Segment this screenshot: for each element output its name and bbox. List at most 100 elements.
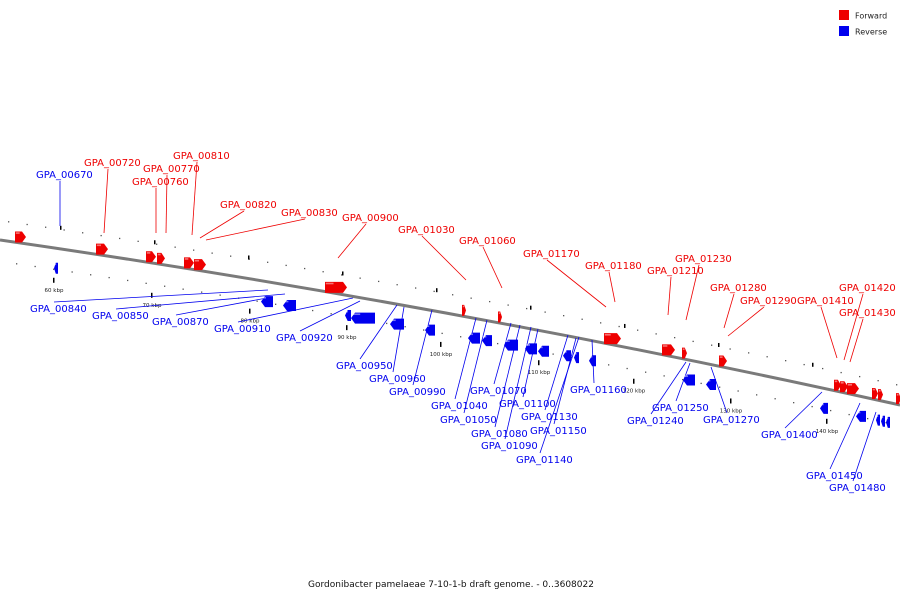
dot-mark — [711, 344, 713, 346]
reverse-gene-shape — [283, 299, 296, 311]
gene-highlight — [15, 232, 20, 234]
dot-mark — [312, 309, 314, 312]
gene-label: GPA_01290 — [740, 296, 797, 307]
kbp-tick-mark — [346, 325, 348, 331]
kbp-tick-label: 90 kbp — [338, 335, 357, 341]
dot-mark — [460, 336, 462, 338]
reverse-gene-shape — [525, 343, 537, 355]
label-connector — [546, 259, 607, 308]
gene-highlight — [390, 319, 396, 322]
dot-mark — [830, 409, 832, 412]
gene-label: GPA_01450 — [806, 471, 863, 482]
genome-caption: Gordonibacter pamelaeae 7-10-1-b draft g… — [308, 580, 594, 590]
gene-highlight — [283, 300, 289, 303]
dot-mark — [127, 279, 129, 282]
forward-gene-shape — [96, 243, 108, 255]
gene-features — [15, 231, 900, 428]
dot-mark — [840, 371, 842, 374]
dot-mark — [552, 353, 554, 355]
label-connector — [103, 168, 109, 234]
dot-mark — [108, 276, 110, 279]
reverse-gene-shape — [390, 318, 404, 330]
label-connector — [337, 223, 367, 259]
dot-mark — [45, 226, 47, 228]
dot-mark — [655, 333, 657, 335]
reverse-gene-shape — [856, 410, 866, 422]
gene-highlight — [54, 263, 57, 266]
gene-highlight — [896, 393, 899, 396]
label-connector — [667, 276, 672, 316]
reverse-gene-shape — [538, 345, 549, 357]
gene-highlight — [325, 282, 334, 285]
gene-label: GPA_00830 — [281, 208, 338, 219]
reverse-gene-shape — [574, 352, 579, 364]
gene-label: GPA_01280 — [710, 283, 767, 294]
gene-label: GPA_01050 — [440, 415, 497, 426]
kbp-tick-mark — [53, 277, 55, 283]
label-connector — [191, 161, 198, 236]
label-connector — [727, 306, 765, 337]
gene-label: GPA_00720 — [84, 158, 141, 169]
dot-mark — [700, 382, 702, 385]
kbp-tick-label: 110 kbp — [528, 370, 551, 376]
dot-mark — [396, 284, 398, 286]
dot-mark — [82, 232, 84, 234]
gene-highlight — [146, 252, 151, 254]
dot-mark — [692, 340, 694, 343]
gene-label: GPA_01070 — [470, 386, 527, 397]
major-tick-upper — [248, 255, 250, 260]
forward-gene-shape — [325, 281, 347, 293]
dot-mark — [719, 386, 721, 388]
legend-forward-label: Forward — [855, 12, 887, 21]
dot-mark — [470, 297, 472, 299]
dot-mark — [793, 402, 795, 404]
dot-mark — [896, 384, 898, 386]
dot-mark — [211, 252, 213, 254]
gene-highlight — [820, 403, 824, 406]
label-connector — [723, 293, 735, 329]
gene-label: GPA_01150 — [530, 426, 587, 437]
gene-highlight — [194, 259, 199, 262]
dot-mark — [544, 311, 546, 313]
gene-label: GPA_01270 — [703, 415, 760, 426]
gene-label: GPA_00870 — [152, 317, 209, 328]
dot-mark — [737, 390, 739, 392]
gene-label: GPA_01130 — [521, 412, 578, 423]
gene-highlight — [261, 296, 266, 299]
major-tick-upper — [436, 288, 438, 293]
dot-mark — [26, 223, 28, 226]
gene-highlight — [856, 411, 861, 414]
kbp-tick-label: 130 kbp — [720, 408, 743, 414]
minor-tick-dots — [8, 221, 898, 424]
forward-gene-shape — [146, 251, 156, 263]
gene-label: GPA_00900 — [342, 213, 399, 224]
dot-mark — [637, 329, 639, 331]
label-connector — [553, 337, 577, 425]
kbp-tick-mark — [730, 398, 732, 404]
reverse-gene-shape — [589, 355, 596, 367]
gene-highlight — [881, 416, 884, 419]
dot-mark — [230, 255, 232, 257]
dot-mark — [304, 267, 306, 270]
gene-highlight — [840, 381, 844, 384]
kbp-tick-label: 80 kbp — [241, 319, 260, 325]
gene-highlight — [504, 340, 510, 342]
major-tick-upper — [530, 305, 532, 310]
kbp-tick-mark — [249, 308, 251, 314]
genome-axis — [0, 238, 900, 407]
forward-gene-shape — [604, 333, 621, 345]
gene-label: GPA_00670 — [36, 170, 93, 181]
reverse-gene-shape — [706, 379, 716, 391]
label-connector — [852, 411, 877, 482]
forward-gene-shape — [184, 257, 194, 269]
gene-highlight — [682, 348, 685, 351]
dot-mark — [53, 268, 55, 270]
dot-mark — [774, 398, 776, 400]
gene-highlight — [96, 244, 101, 247]
gene-label: GPA_01240 — [627, 416, 684, 427]
dot-mark — [8, 221, 10, 223]
dot-mark — [626, 367, 628, 370]
label-connector — [165, 174, 168, 234]
major-tick-upper — [154, 240, 156, 245]
dot-mark — [256, 300, 258, 302]
